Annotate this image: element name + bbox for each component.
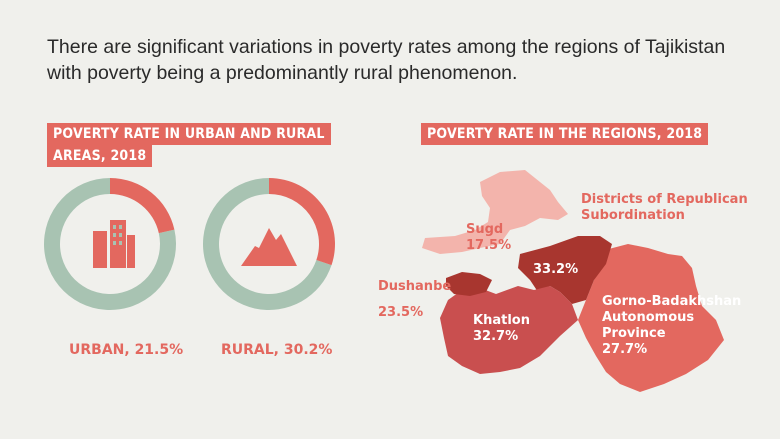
rural-label: RURAL, 30.2% <box>221 342 333 358</box>
label-gbao-name-line1: Gorno-Badakhshan <box>602 294 742 309</box>
urban-donut-value-arc <box>110 178 175 234</box>
label-khatlon: Khatlon 32.7% <box>473 313 530 345</box>
label-drs-value: 33.2% <box>533 262 579 277</box>
urban-label: URBAN, 21.5% <box>69 342 184 358</box>
map-region-dushanbe <box>446 272 492 296</box>
label-sugd-value: 17.5% <box>466 238 512 253</box>
urban-rural-title-line2: AREAS, 2018 <box>47 145 153 167</box>
tajikistan-region-map <box>422 170 724 392</box>
urban-rural-title-line1: POVERTY RATE IN URBAN AND RURAL <box>47 123 331 145</box>
rural-donut-value-arc <box>269 178 335 266</box>
mountains-icon <box>241 228 297 266</box>
map-region-khatlon <box>440 286 578 374</box>
label-khatlon-name: Khatlon <box>473 313 530 328</box>
rural-donut-chart <box>203 178 335 310</box>
city-buildings-icon <box>93 220 135 268</box>
label-gbao-name-line3: Province <box>602 326 666 341</box>
urban-donut-chart <box>44 178 177 310</box>
label-gbao-name-line2: Autonomous <box>602 310 695 325</box>
map-region-sugd <box>422 170 568 254</box>
label-drs: Districts of Republican Subordination <box>581 192 748 224</box>
label-gbao: Gorno-Badakhshan Autonomous Province 27.… <box>602 294 741 358</box>
label-dushanbe-value: 23.5% <box>378 305 424 320</box>
label-sugd: Sugd 17.5% <box>466 222 511 254</box>
map-region-gorno-badakhshan <box>578 244 724 392</box>
map-region-districts-republican-subordination <box>518 236 612 304</box>
label-drs-name-line2: Subordination <box>581 208 685 223</box>
label-gbao-value: 27.7% <box>602 342 648 357</box>
label-drs-name-line1: Districts of Republican <box>581 192 748 207</box>
label-dushanbe-name: Dushanbe <box>378 279 452 294</box>
label-khatlon-value: 32.7% <box>473 329 519 344</box>
regions-title: POVERTY RATE IN THE REGIONS, 2018 <box>421 123 709 145</box>
label-sugd-name: Sugd <box>466 222 504 237</box>
intro-text: There are significant variations in pove… <box>47 36 726 84</box>
label-dushanbe: Dushanbe 23.5% <box>378 274 451 326</box>
